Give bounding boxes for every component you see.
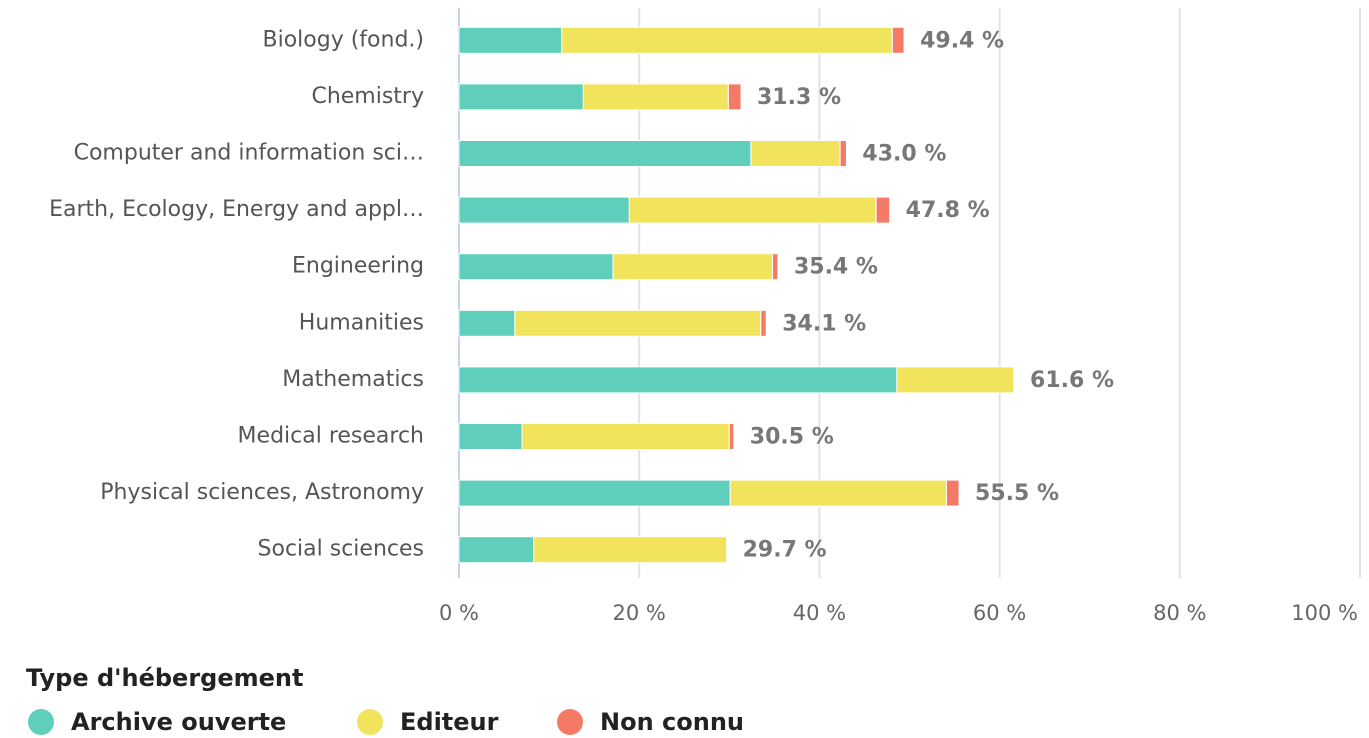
total-label: 29.7 % (743, 538, 827, 563)
bar-segment (458, 309, 516, 337)
total-label: 31.3 % (757, 85, 841, 110)
total-label: 49.4 % (920, 28, 1004, 53)
bar-segment (727, 83, 742, 111)
y-tick-label: Engineering (292, 254, 424, 279)
bar-segment (839, 140, 847, 167)
x-tick-label: 40 % (793, 601, 846, 625)
bar-segment (458, 83, 584, 111)
bar-segment (582, 83, 729, 111)
bar-segment (945, 479, 960, 507)
total-label: 30.5 % (750, 425, 834, 450)
x-tick-label: 20 % (613, 601, 666, 625)
bar-segment (458, 479, 731, 507)
bar-segment (458, 423, 523, 450)
y-tick-label: Mathematics (282, 367, 424, 392)
legend-swatch (357, 709, 383, 735)
bar-segment (628, 196, 877, 224)
bar-segment (458, 26, 563, 54)
legend-label: Archive ouverte (71, 708, 286, 736)
bar-segment (729, 479, 947, 507)
total-label: 55.5 % (975, 481, 1059, 506)
total-label: 61.6 % (1030, 368, 1114, 393)
bar-segment (760, 309, 767, 337)
bar-segment (458, 536, 535, 564)
y-tick-label: Chemistry (311, 84, 424, 109)
total-label: 35.4 % (794, 255, 878, 280)
y-tick-label: Biology (fond.) (263, 27, 425, 52)
bar-segment (514, 309, 762, 337)
legend-label: Non connu (600, 708, 744, 736)
bar-segment (561, 26, 893, 54)
bar-segment (728, 423, 735, 450)
bar-segment (458, 253, 614, 281)
bar-segment (458, 140, 752, 167)
y-tick-label: Earth, Ecology, Energy and appl… (49, 197, 424, 222)
bar-segment (891, 26, 905, 54)
x-tick-label: 0 % (439, 601, 479, 625)
y-tick-label: Humanities (299, 310, 424, 335)
bar-segment (458, 196, 630, 224)
bar-segment (875, 196, 891, 224)
legend-label: Editeur (400, 708, 499, 736)
total-label: 47.8 % (906, 198, 990, 223)
y-tick-label: Computer and information sci… (74, 141, 424, 166)
bar-segment (772, 253, 779, 281)
bar-segment (458, 366, 898, 394)
x-tick-label: 60 % (973, 601, 1026, 625)
y-tick-label: Social sciences (258, 537, 424, 562)
bar-segment (750, 140, 841, 167)
y-tick-label: Physical sciences, Astronomy (100, 480, 424, 505)
x-tick-label: 100 % (1291, 601, 1358, 625)
legend-swatch (557, 709, 583, 735)
legend-title: Type d'hébergement (26, 664, 303, 692)
bar-segment (521, 423, 730, 450)
bar-segment (533, 536, 728, 564)
total-label: 34.1 % (782, 311, 866, 336)
y-tick-label: Medical research (238, 424, 424, 449)
x-tick-label: 80 % (1153, 601, 1206, 625)
legend-swatch (28, 709, 54, 735)
bar-segment (896, 366, 1015, 394)
total-label: 43.0 % (862, 142, 946, 167)
bar-segment (612, 253, 774, 281)
